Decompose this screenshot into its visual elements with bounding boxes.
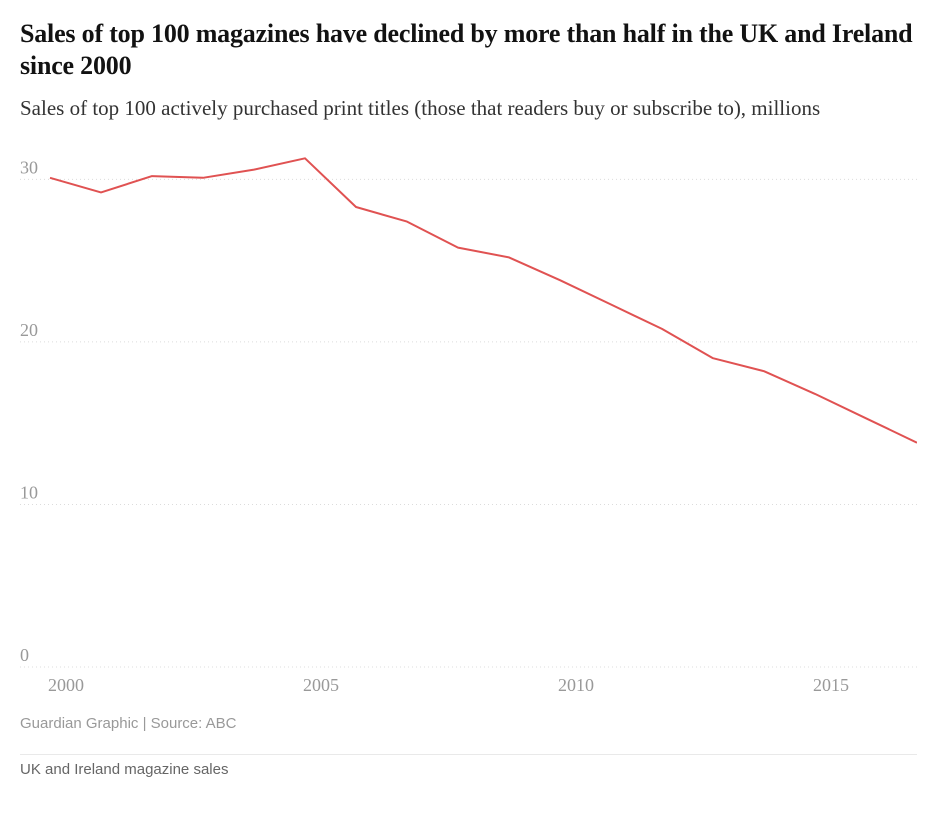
source-line: Guardian Graphic | Source: ABC <box>20 715 917 732</box>
x-axis-tick-label: 2000 <box>48 675 84 695</box>
y-axis-tick-label: 10 <box>20 482 38 502</box>
x-axis-tick-label: 2005 <box>303 675 339 695</box>
y-axis-tick-label: 20 <box>20 320 38 340</box>
chart-plot-area: 0 10 20 30 2000 2005 2010 2015 <box>20 141 917 701</box>
x-axis-tick-label: 2015 <box>813 675 849 695</box>
chart-container: Sales of top 100 magazines have declined… <box>0 0 937 792</box>
line-chart-svg: 0 10 20 30 2000 2005 2010 2015 <box>20 141 917 701</box>
y-axis-tick-label: 0 <box>20 645 29 665</box>
y-axis-tick-label: 30 <box>20 157 38 177</box>
chart-caption: UK and Ireland magazine sales <box>20 754 917 778</box>
x-axis-tick-label: 2010 <box>558 675 594 695</box>
chart-subtitle: Sales of top 100 actively purchased prin… <box>20 95 917 122</box>
data-line <box>50 158 917 442</box>
chart-title: Sales of top 100 magazines have declined… <box>20 18 917 81</box>
